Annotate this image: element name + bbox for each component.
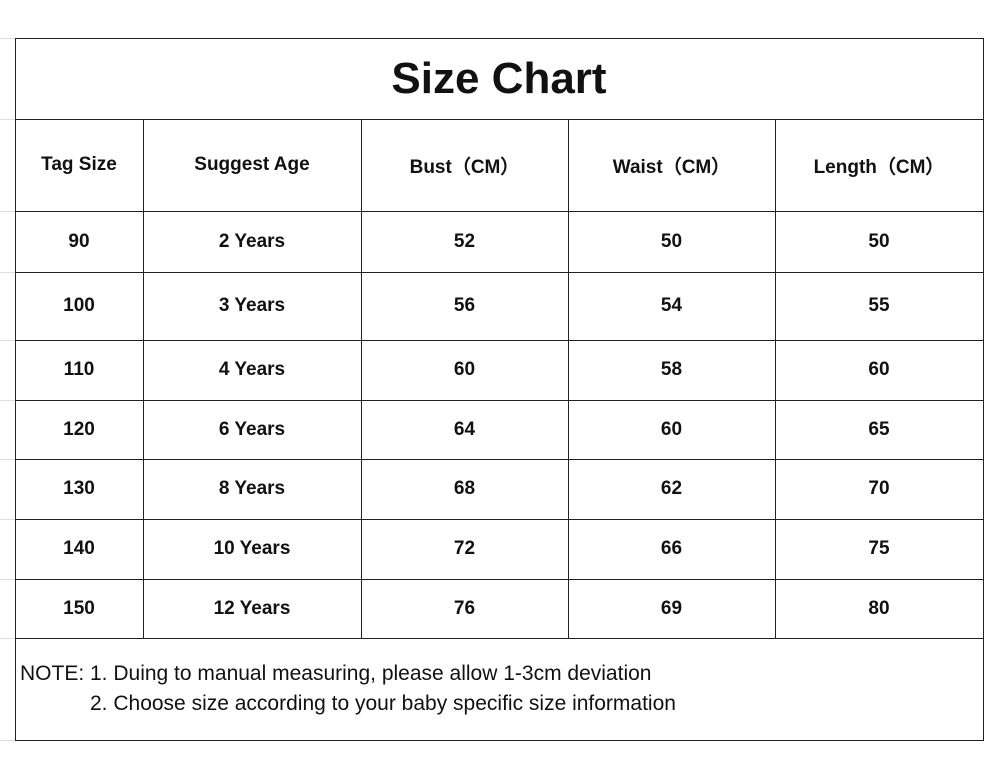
note-item: 1. Duing to manual measuring, please all… [90,662,652,685]
sheet-gridline [0,459,15,460]
row-border [15,211,984,212]
column-border [775,119,776,638]
sheet-gridline [0,211,15,212]
table-cell: 6 Years [218,418,286,440]
table-cell: 62 [660,478,683,499]
note-item: 2. Choose size according to your baby sp… [90,692,676,715]
table-cell: 12 Years [213,597,291,619]
table-cell: 150 [63,597,95,619]
table-cell: 56 [453,295,476,316]
table-cell: 60 [868,359,890,380]
table-cell: 110 [63,359,95,380]
table-cell: 10 Years [213,538,291,559]
row-border [15,579,984,580]
table-cell: 90 [68,230,90,252]
row-border [15,740,984,741]
table-cell: 76 [453,597,476,619]
table-border [983,38,984,741]
sheet-gridline [0,119,15,120]
table-cell: 68 [453,478,476,499]
table-cell: 4 Years [218,359,286,380]
header-cell: Tag Size [41,154,117,175]
table-cell: 130 [63,478,95,499]
table-border [15,38,16,741]
row-border [15,38,984,39]
header-cell: Length（CM） [813,156,945,178]
header-cell: Suggest Age [194,154,310,175]
table-cell: 120 [63,418,95,440]
table-cell: 65 [868,418,890,440]
table-cell: 72 [453,538,476,559]
sheet-gridline [0,638,15,639]
row-border [15,340,984,341]
row-border [15,400,984,401]
sheet-gridline [0,272,15,273]
table-cell: 50 [868,230,890,252]
table-cell: 55 [868,295,890,316]
table-cell: 140 [63,538,95,559]
note-label: NOTE: [20,662,85,685]
row-border [15,519,984,520]
sheet-gridline [0,340,15,341]
table-cell: 3 Years [218,295,286,316]
table-cell: 60 [453,359,476,380]
table-cell: 100 [63,295,95,316]
sheet-gridline [0,400,15,401]
row-border [15,119,984,120]
table-cell: 64 [453,418,476,440]
row-border [15,272,984,273]
row-border [15,459,984,460]
table-cell: 75 [868,538,890,559]
table-cell: 70 [868,478,890,499]
header-cell: Waist（CM） [612,156,731,178]
column-border [361,119,362,638]
table-title: Size Chart [391,53,607,103]
sheet-gridline [0,519,15,520]
table-cell: 54 [660,295,683,316]
sheet-gridline [0,579,15,580]
table-cell: 50 [660,230,683,252]
table-cell: 60 [660,418,683,440]
table-cell: 2 Years [218,230,286,252]
table-cell: 66 [660,538,683,559]
table-cell: 80 [868,597,890,619]
table-cell: 58 [660,359,683,380]
column-border [143,119,144,638]
sheet-gridline [0,38,15,39]
table-cell: 52 [453,230,476,252]
column-border [568,119,569,638]
row-border [15,638,984,639]
table-cell: 69 [660,597,683,619]
table-cell: 8 Years [218,478,286,499]
sheet-gridline [0,740,15,741]
header-cell: Bust（CM） [409,156,520,178]
